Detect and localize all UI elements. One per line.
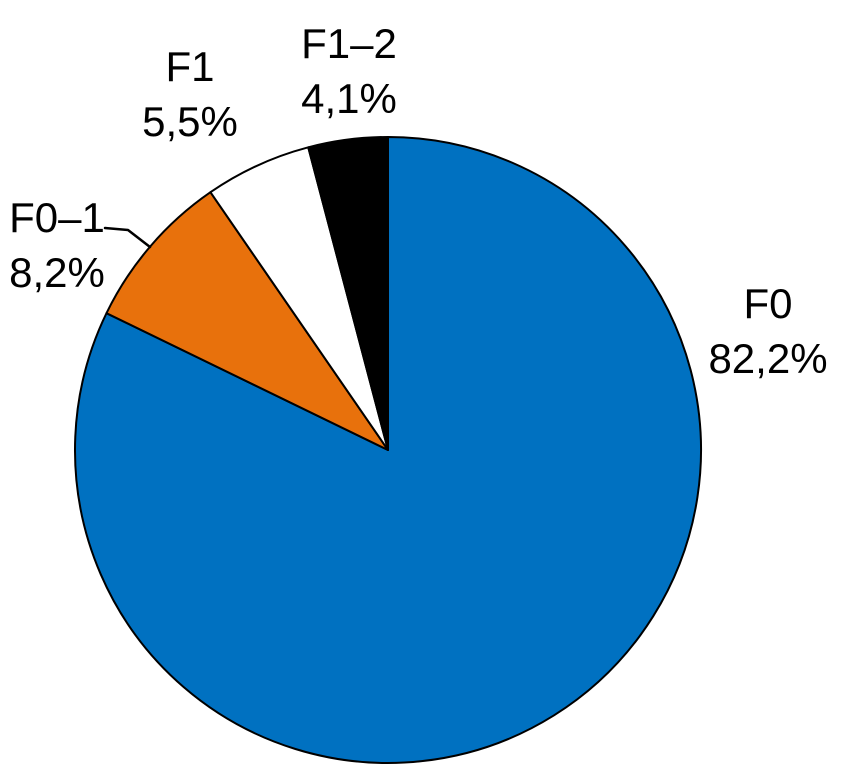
slice-name-f0: F0 [743, 280, 793, 327]
slice-label-f0-1: F0–1 8,2% [9, 190, 105, 300]
slice-percent-f0-1: 8,2% [9, 249, 105, 296]
slice-label-f0: F0 82,2% [708, 276, 827, 386]
slice-name-f1-2: F1–2 [301, 20, 397, 67]
slice-name-f0-1: F0–1 [9, 194, 105, 241]
slice-label-f1-2: F1–2 4,1% [301, 16, 397, 126]
pie-slices-group [74, 136, 702, 764]
slice-percent-f1: 5,5% [142, 98, 238, 145]
leader-line-f0-1 [103, 226, 152, 249]
slice-label-f1: F1 5,5% [142, 39, 238, 149]
slice-percent-f1-2: 4,1% [301, 75, 397, 122]
slice-percent-f0: 82,2% [708, 335, 828, 382]
pie-slice-f1-2 [307, 136, 389, 451]
slice-name-f1: F1 [165, 43, 215, 90]
